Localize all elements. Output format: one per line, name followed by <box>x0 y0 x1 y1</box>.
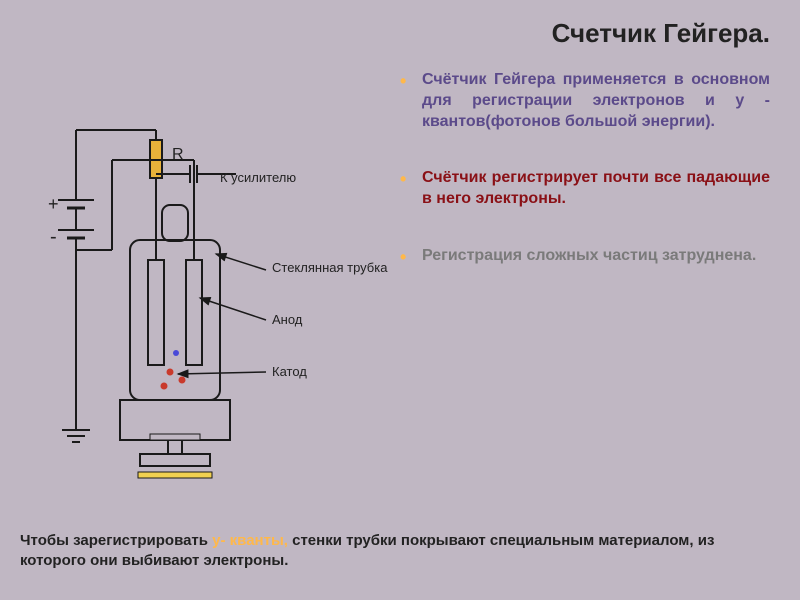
bullet-text: Счётчик регистрирует почти все падающие … <box>422 169 770 207</box>
diagram-label-glass_tube: Стеклянная трубка <box>272 260 387 275</box>
footer-prefix: Чтобы зарегистрировать <box>20 532 212 549</box>
diagram-label-plus: + <box>48 194 59 215</box>
bullet-text: Регистрация сложных частиц затруднена. <box>422 247 756 264</box>
footer-note: Чтобы зарегистрировать у- кванты, стенки… <box>20 531 780 570</box>
bullet-item: Счётчик Гейгера применяется в основном д… <box>400 70 770 132</box>
diagram-svg <box>20 120 380 480</box>
page-title: Счетчик Гейгера. <box>552 18 770 49</box>
geiger-diagram: +-RК усилителюСтеклянная трубкаАнодКатод <box>20 120 380 480</box>
bullet-text: Счётчик Гейгера применяется в основном д… <box>422 71 770 130</box>
diagram-label-R: R <box>172 146 184 164</box>
title-text: Счетчик Гейгера. <box>552 18 770 48</box>
bullet-item: Регистрация сложных частиц затруднена. <box>400 246 770 267</box>
bullet-item: Счётчик регистрирует почти все падающие … <box>400 168 770 210</box>
footer-highlight: у- кванты, <box>212 532 288 549</box>
diagram-label-minus: - <box>50 226 57 249</box>
bullet-list: Счётчик Гейгера применяется в основном д… <box>400 70 770 303</box>
diagram-label-anode: Анод <box>272 312 302 327</box>
diagram-label-amplifier: К усилителю <box>220 170 296 185</box>
diagram-label-cathode: Катод <box>272 364 307 379</box>
